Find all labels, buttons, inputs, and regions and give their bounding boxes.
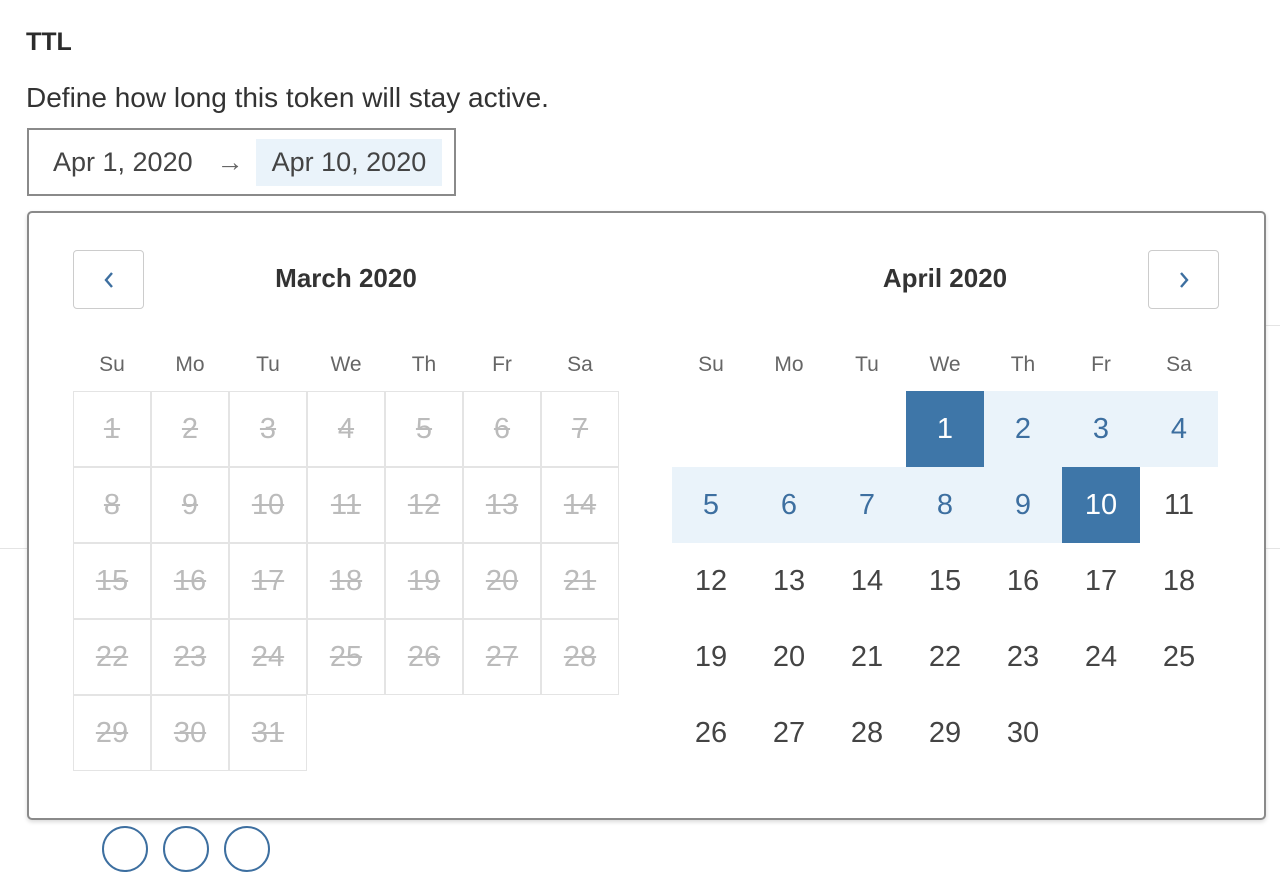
- background-circle: [163, 826, 209, 872]
- day-cell-in-range[interactable]: 3: [1062, 391, 1140, 467]
- day-cell-disabled: 23: [151, 619, 229, 695]
- ttl-description: Define how long this token will stay act…: [26, 82, 549, 113]
- background-divider: [1266, 325, 1280, 326]
- day-cell-disabled: 31: [229, 695, 307, 771]
- background-divider: [1266, 548, 1280, 549]
- ttl-heading: TTL: [26, 28, 72, 56]
- end-date[interactable]: Apr 10, 2020: [255, 138, 443, 186]
- day-cell-selected[interactable]: 1: [906, 391, 984, 467]
- day-cell[interactable]: 29: [928, 716, 962, 749]
- weekday-header: Mo: [175, 353, 205, 376]
- day-cell-disabled: 24: [229, 619, 307, 695]
- day-cell-in-range[interactable]: 4: [1140, 391, 1218, 467]
- day-cell-disabled: 14: [541, 467, 619, 543]
- weekday-header: Fr: [1091, 353, 1111, 376]
- day-cell-disabled: 26: [385, 619, 463, 695]
- background-circle: [224, 826, 270, 872]
- day-cell[interactable]: 27: [772, 716, 806, 749]
- weekday-header: Mo: [774, 353, 804, 376]
- right-month-title: April 2020: [882, 263, 1008, 293]
- day-cell-disabled: 20: [463, 543, 541, 619]
- day-cell-disabled: 9: [151, 467, 229, 543]
- weekday-header: Fr: [492, 353, 512, 376]
- day-cell[interactable]: 28: [850, 716, 884, 749]
- weekday-header: Tu: [256, 353, 280, 376]
- day-cell-disabled: 30: [151, 695, 229, 771]
- day-cell[interactable]: 14: [850, 564, 884, 597]
- weekday-header: Th: [1010, 353, 1036, 376]
- day-cell-disabled: 12: [385, 467, 463, 543]
- day-cell-disabled: 15: [73, 543, 151, 619]
- day-cell[interactable]: 19: [694, 640, 728, 673]
- day-cell[interactable]: 30: [1006, 716, 1040, 749]
- weekday-header: Su: [99, 353, 125, 376]
- day-cell-disabled: 3: [229, 391, 307, 467]
- calendar-popup: March 2020 April 2020 Su Mo Tu We Th Fr Sa 1 2 3 4…: [27, 211, 1266, 820]
- date-range-input[interactable]: Apr 1, 2020 → Apr 10, 2020: [27, 128, 456, 196]
- day-cell-disabled: 29: [73, 695, 151, 771]
- day-cell-in-range[interactable]: 7: [828, 467, 906, 543]
- day-cell-disabled: 22: [73, 619, 151, 695]
- day-cell[interactable]: 21: [850, 640, 884, 673]
- day-cell-disabled: 16: [151, 543, 229, 619]
- next-month-button[interactable]: [1148, 250, 1219, 309]
- day-cell[interactable]: 22: [928, 640, 962, 673]
- day-cell[interactable]: 16: [1006, 564, 1040, 597]
- background-circle: [102, 826, 148, 872]
- weekday-header: Tu: [855, 353, 879, 376]
- day-cell[interactable]: 25: [1162, 640, 1196, 673]
- day-cell-disabled: 10: [229, 467, 307, 543]
- day-cell-disabled: 18: [307, 543, 385, 619]
- background-divider: [0, 548, 27, 549]
- day-cell-disabled: 4: [307, 391, 385, 467]
- day-cell[interactable]: 11: [1163, 488, 1195, 521]
- day-cell[interactable]: 18: [1162, 564, 1196, 597]
- day-cell[interactable]: 26: [694, 716, 728, 749]
- weekday-header: Su: [698, 353, 724, 376]
- day-cell-disabled: 13: [463, 467, 541, 543]
- day-cell-disabled: 27: [463, 619, 541, 695]
- day-cell-disabled: 6: [463, 391, 541, 467]
- day-cell[interactable]: 17: [1084, 564, 1118, 597]
- left-month-title: March 2020: [275, 263, 417, 293]
- day-cell[interactable]: 12: [694, 564, 728, 597]
- day-cell-disabled: 17: [229, 543, 307, 619]
- weekday-header: We: [330, 353, 362, 376]
- day-cell-in-range[interactable]: 2: [984, 391, 1062, 467]
- weekday-header: We: [929, 353, 961, 376]
- day-cell-in-range[interactable]: 6: [750, 467, 828, 543]
- day-cell-in-range[interactable]: 9: [984, 467, 1062, 543]
- day-cell-selected[interactable]: 10: [1062, 467, 1140, 543]
- prev-month-button[interactable]: [73, 250, 144, 309]
- start-date[interactable]: Apr 1, 2020: [53, 146, 193, 177]
- day-cell[interactable]: 23: [1006, 640, 1040, 673]
- weekday-header: Sa: [1166, 353, 1192, 376]
- day-cell[interactable]: 13: [772, 564, 806, 597]
- day-cell-disabled: 5: [385, 391, 463, 467]
- day-cell-disabled: 11: [307, 467, 385, 543]
- arrow-right-icon: →: [216, 146, 244, 177]
- day-cell-disabled: 8: [73, 467, 151, 543]
- day-cell-disabled: 19: [385, 543, 463, 619]
- day-cell-in-range[interactable]: 5: [672, 467, 750, 543]
- day-cell-in-range[interactable]: 8: [906, 467, 984, 543]
- chevron-left-icon: [103, 271, 113, 288]
- day-cell-disabled: 25: [307, 619, 385, 695]
- day-cell[interactable]: 24: [1084, 640, 1118, 673]
- weekday-header: Th: [411, 353, 437, 376]
- day-cell-disabled: 28: [541, 619, 619, 695]
- day-cell-disabled: 7: [541, 391, 619, 467]
- day-cell[interactable]: 20: [772, 640, 806, 673]
- day-cell[interactable]: 15: [928, 564, 962, 597]
- weekday-header: Sa: [567, 353, 593, 376]
- chevron-right-icon: [1179, 271, 1189, 288]
- day-cell-disabled: 21: [541, 543, 619, 619]
- day-cell-disabled: 2: [151, 391, 229, 467]
- day-cell-disabled: 1: [73, 391, 151, 467]
